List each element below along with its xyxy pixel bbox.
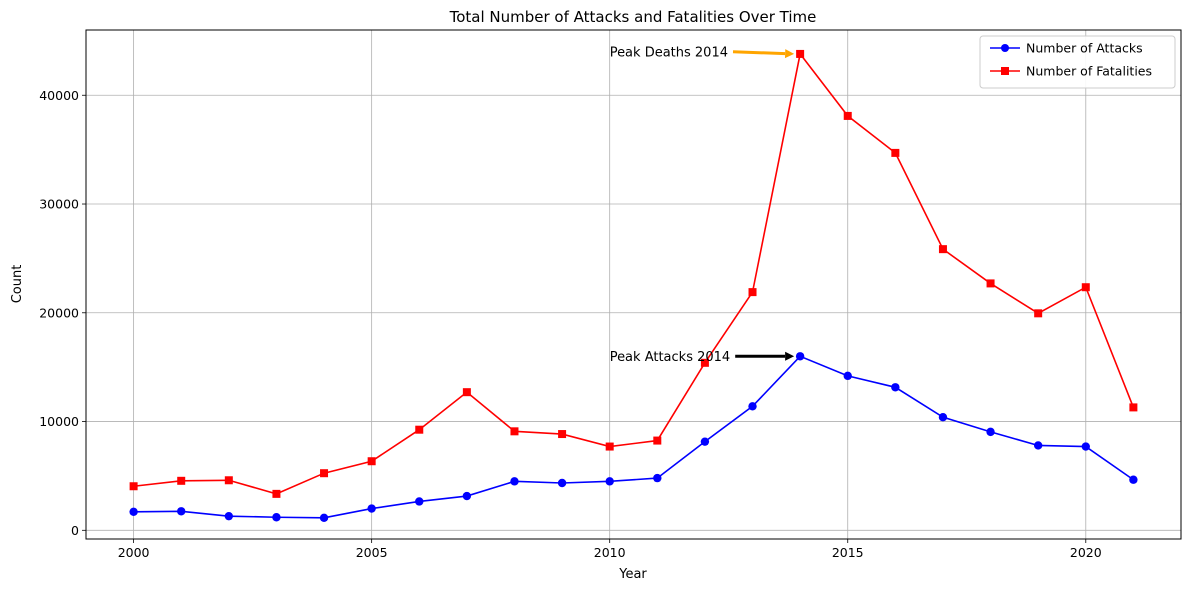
data-point-number-of-fatalities [129,482,138,491]
legend-box [979,35,1176,89]
series-line-number-of-fatalities [133,52,1135,495]
data-point-number-of-fatalities [1034,309,1043,318]
x-tick-label: 2020 [1070,545,1102,560]
data-point-number-of-attacks [843,371,852,381]
data-point-number-of-fatalities [415,425,424,434]
legend-marker-attacks [1001,44,1009,52]
y-tick-label: 10000 [39,414,79,429]
data-point-number-of-attacks [653,473,662,483]
data-point-number-of-attacks [986,427,995,437]
series-number-of-attacks [129,352,1138,522]
chart-title: Total Number of Attacks and Fatalities O… [449,8,817,26]
y-tick-label: 30000 [39,197,79,212]
data-point-number-of-fatalities [986,279,995,288]
annotation-text: Peak Deaths 2014 [610,45,728,60]
annotation-arrowhead [784,49,795,59]
annotation-arrow [732,50,786,56]
data-point-number-of-fatalities [1129,403,1138,412]
data-point-number-of-fatalities [653,436,662,445]
data-point-number-of-fatalities [224,476,233,485]
data-point-number-of-fatalities [891,148,900,157]
legend-marker-fatalities [1001,67,1009,75]
data-point-number-of-fatalities [1081,283,1090,292]
y-tick-label: 20000 [39,305,79,320]
data-point-number-of-attacks [938,412,948,422]
data-point-number-of-fatalities [272,489,281,498]
legend-label-attacks: Number of Attacks [1026,41,1143,56]
data-point-number-of-attacks [700,437,710,446]
data-point-number-of-attacks [319,513,329,522]
data-point-number-of-attacks [415,497,424,506]
series-number-of-fatalities [129,49,1138,498]
data-point-number-of-attacks [367,504,376,513]
data-point-number-of-attacks [224,511,234,521]
data-point-number-of-attacks [557,478,567,488]
data-point-number-of-attacks [795,352,805,361]
data-point-number-of-attacks [1081,442,1090,451]
data-point-number-of-fatalities [605,442,614,451]
data-point-number-of-attacks [605,477,614,486]
x-tick-label: 2000 [118,545,150,560]
data-point-number-of-fatalities [177,476,186,485]
data-point-number-of-fatalities [558,430,567,439]
x-axis-label: Year [618,567,647,582]
data-point-number-of-fatalities [843,111,852,120]
data-point-number-of-fatalities [796,49,805,58]
legend-label-fatalities: Number of Fatalities [1026,64,1152,79]
data-point-number-of-attacks [1033,441,1043,450]
data-point-number-of-fatalities [320,469,329,478]
data-point-number-of-attacks [272,513,281,522]
series-layer [129,49,1138,522]
data-point-number-of-attacks [510,477,519,486]
legend: Number of Attacks Number of Fatalities [979,35,1176,89]
plot-frame [85,29,1182,540]
ticks: 2000 2005 2010 2015 2020 0 10000 20000 30000 4000… [39,88,1102,560]
data-point-number-of-fatalities [700,358,709,367]
data-point-number-of-attacks [129,507,138,517]
x-tick-label: 2005 [356,545,388,560]
data-point-number-of-attacks [748,402,757,411]
annotation-peak-attacks-2014: Peak Attacks 2014 [610,350,795,365]
x-tick-label: 2010 [594,545,626,560]
y-axis-label: Count [10,265,25,304]
data-point-number-of-attacks [1129,475,1138,484]
data-point-number-of-fatalities [367,457,376,466]
series-line-number-of-attacks [133,355,1134,519]
data-point-number-of-attacks [177,507,186,516]
data-point-number-of-fatalities [462,388,471,397]
data-point-number-of-attacks [462,491,472,501]
annotation-peak-deaths-2014: Peak Deaths 2014 [610,45,795,60]
x-tick-label: 2015 [832,545,864,560]
data-point-number-of-fatalities [510,427,519,436]
plot-background [86,30,1181,539]
annotation-arrowhead [785,351,795,361]
data-point-number-of-fatalities [938,245,947,254]
annotations: Peak Deaths 2014 Peak Attacks 2014 [610,45,795,365]
data-point-number-of-fatalities [748,288,757,297]
data-point-number-of-attacks [891,383,900,392]
y-tick-label: 0 [71,523,79,538]
annotation-text: Peak Attacks 2014 [610,350,731,365]
y-tick-label: 40000 [39,88,79,103]
